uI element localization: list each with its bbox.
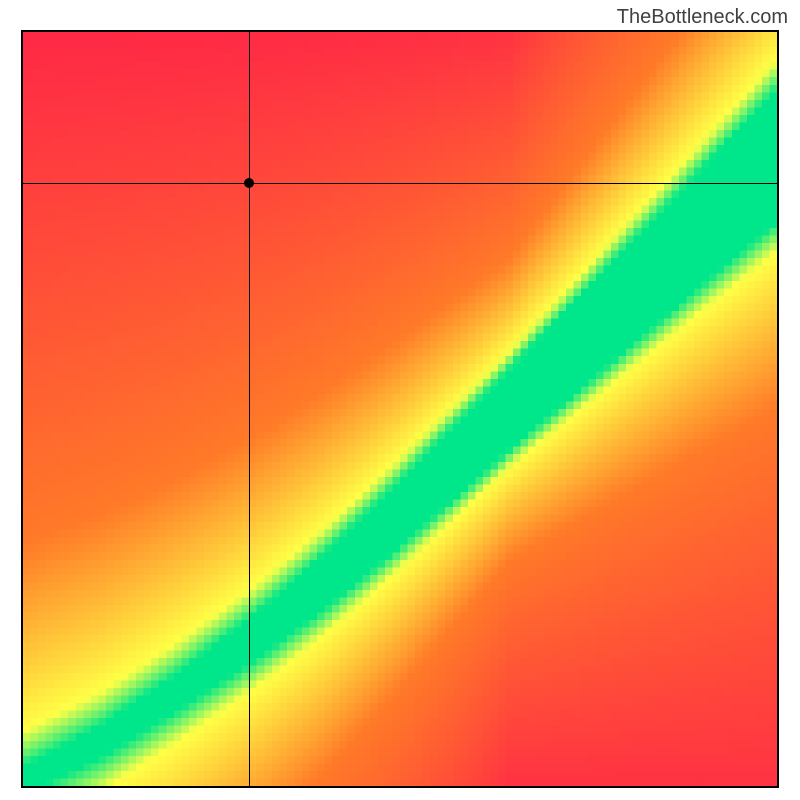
heatmap-canvas: [23, 32, 777, 786]
crosshair-marker: [244, 178, 254, 188]
bottleneck-heatmap: [21, 30, 779, 788]
watermark-text: TheBottleneck.com: [617, 6, 788, 29]
crosshair-vertical: [249, 32, 250, 786]
crosshair-horizontal: [23, 183, 777, 184]
